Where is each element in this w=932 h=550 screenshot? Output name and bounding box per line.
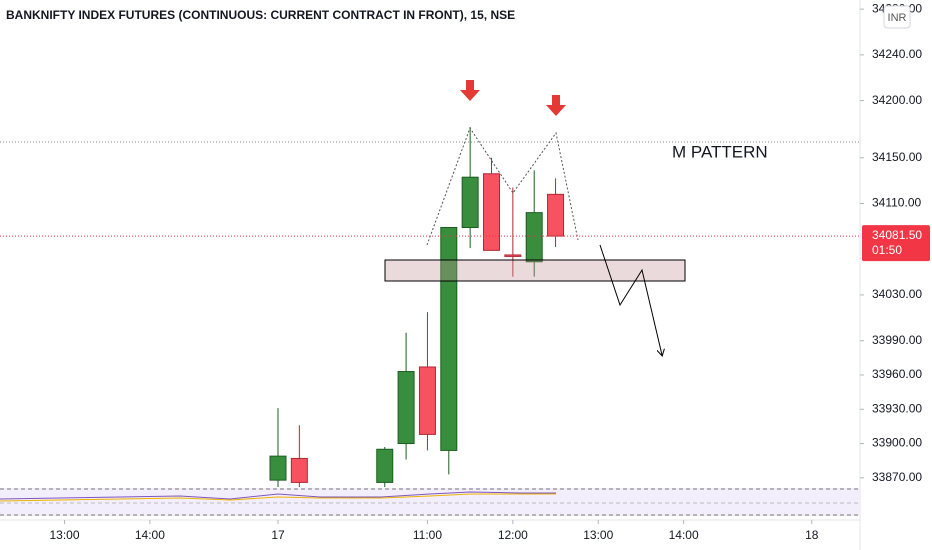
candle-body	[440, 226, 458, 451]
pattern-label: M PATTERN	[672, 142, 768, 161]
oscillator-band	[0, 488, 860, 516]
x-tick-label: 17	[271, 528, 285, 542]
peak-arrow	[460, 80, 480, 101]
x-tick-label: 18	[805, 528, 819, 542]
y-tick-label: 34200.00	[872, 93, 922, 107]
countdown-label: 01:50	[872, 243, 902, 257]
y-tick-label: 33900.00	[872, 436, 922, 450]
y-tick-label: 33990.00	[872, 333, 922, 347]
currency-label: INR	[888, 12, 907, 24]
y-tick-label: 33870.00	[872, 470, 922, 484]
oscillator-signal	[0, 493, 556, 502]
last-price-label: 34081.50	[872, 228, 922, 242]
candle-body	[483, 173, 500, 251]
x-tick-label: 12:00	[498, 528, 528, 542]
x-tick-label: 11:00	[413, 528, 442, 542]
candle-body	[269, 455, 287, 481]
x-tick-label: 14:00	[135, 528, 165, 542]
projection-arrow	[599, 244, 662, 355]
candle-body	[418, 366, 436, 435]
candles	[269, 126, 565, 487]
candle-body	[397, 371, 415, 445]
y-tick-label: 34110.00	[872, 196, 921, 210]
y-tick-label: 33960.00	[872, 367, 922, 381]
x-tick-label: 14:00	[669, 528, 699, 542]
m-pattern-outline	[426, 126, 579, 246]
candle-body	[290, 457, 308, 483]
oscillator-pane	[0, 488, 860, 516]
last-price-badge	[862, 225, 930, 262]
chart-title: BANKNIFTY INDEX FUTURES (CONTINUOUS: CUR…	[6, 8, 515, 22]
support-zone	[384, 259, 686, 282]
x-tick-label: 13:00	[583, 528, 613, 542]
x-tick-label: 13:00	[49, 528, 79, 542]
candle-body	[461, 176, 479, 228]
y-tick-label: 34030.00	[872, 287, 922, 301]
peak-arrow	[546, 95, 566, 116]
y-tick-label: 33930.00	[872, 401, 922, 415]
y-tick-label: 34240.00	[872, 47, 922, 61]
candle-body	[376, 448, 394, 483]
y-tick-label: 34150.00	[872, 150, 922, 164]
candle-body	[525, 212, 543, 263]
oscillator-line	[0, 491, 556, 500]
candle-body	[547, 193, 565, 237]
currency-badge	[883, 5, 911, 29]
candle-body	[504, 254, 522, 257]
